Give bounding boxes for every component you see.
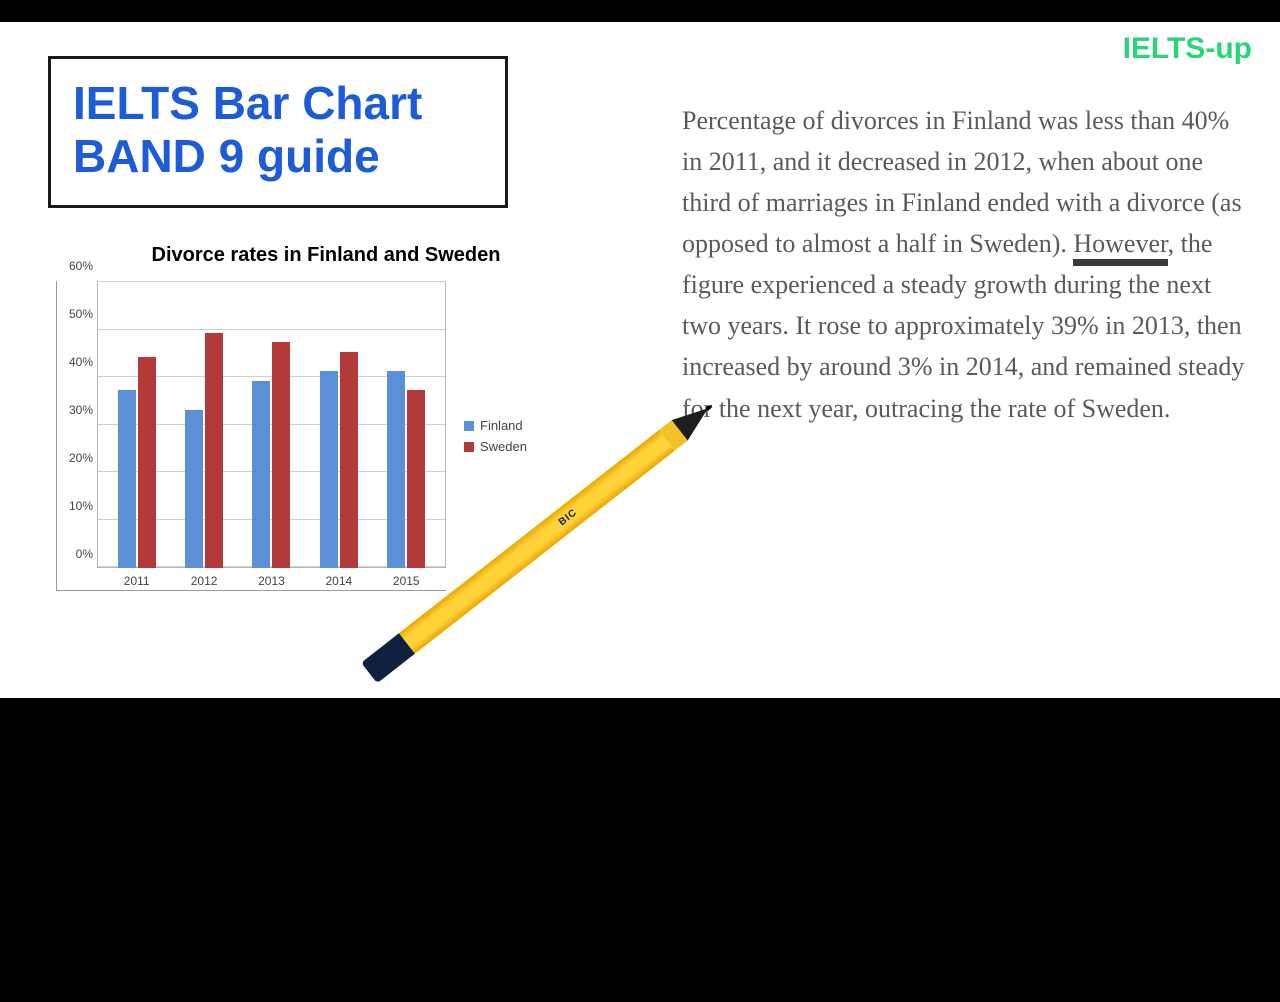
chart-bar <box>340 352 358 568</box>
legend-swatch <box>464 442 474 452</box>
essay-text: Percentage of divorces in Finland was le… <box>682 100 1250 429</box>
chart-plot: 20112012201320142015 0%10%20%30%40%50%60… <box>56 281 446 591</box>
legend-label: Sweden <box>480 439 527 454</box>
canvas: IELTS-up IELTS Bar Chart BAND 9 guide Di… <box>0 22 1280 698</box>
chart-ytick: 50% <box>57 307 93 321</box>
title-box: IELTS Bar Chart BAND 9 guide <box>48 56 508 208</box>
chart-xtick: 2012 <box>176 570 232 590</box>
chart-bar <box>205 333 223 568</box>
chart-ytick: 60% <box>57 259 93 273</box>
chart-bar-group <box>176 333 232 568</box>
legend-swatch <box>464 421 474 431</box>
divorce-chart: Divorce rates in Finland and Sweden 2011… <box>56 244 576 591</box>
chart-bar-group <box>243 342 299 568</box>
legend-label: Finland <box>480 418 523 433</box>
chart-bar-group <box>109 357 165 568</box>
chart-bar-group <box>311 352 367 568</box>
chart-ytick: 30% <box>57 403 93 417</box>
chart-ytick: 10% <box>57 499 93 513</box>
chart-bar <box>118 390 136 568</box>
legend-item: Finland <box>464 418 527 433</box>
chart-bar <box>138 357 156 568</box>
chart-ytick: 0% <box>57 547 93 561</box>
chart-bar-group <box>378 371 434 568</box>
chart-legend: Finland Sweden <box>464 412 527 460</box>
chart-ytick: 20% <box>57 451 93 465</box>
title-line-2: BAND 9 guide <box>73 130 483 183</box>
chart-xtick: 2013 <box>243 570 299 590</box>
brand-logo: IELTS-up <box>1123 32 1252 66</box>
legend-item: Sweden <box>464 439 527 454</box>
chart-bar <box>320 371 338 568</box>
chart-title: Divorce rates in Finland and Sweden <box>76 244 576 267</box>
chart-xtick: 2014 <box>311 570 367 590</box>
chart-bar <box>252 381 270 568</box>
title-line-1: IELTS Bar Chart <box>73 77 483 130</box>
chart-bar <box>185 410 203 568</box>
chart-bar <box>272 342 290 568</box>
chart-bar <box>387 371 405 568</box>
essay-underlined-word: However <box>1073 229 1167 263</box>
chart-ytick: 40% <box>57 355 93 369</box>
chart-xtick: 2015 <box>378 570 434 590</box>
chart-bar <box>407 390 425 568</box>
chart-xtick: 2011 <box>109 570 165 590</box>
